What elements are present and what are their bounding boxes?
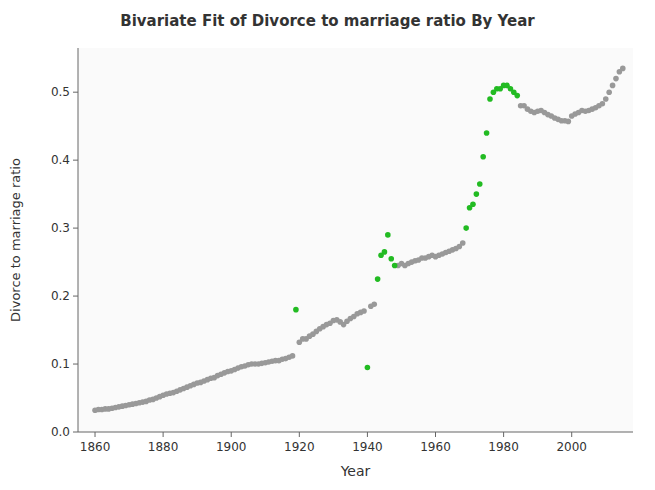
point	[610, 83, 616, 89]
point	[566, 119, 572, 125]
point	[388, 256, 394, 262]
series	[92, 66, 625, 413]
point	[382, 249, 388, 255]
point	[392, 263, 398, 269]
point	[371, 301, 377, 307]
point	[290, 353, 296, 359]
tick	[73, 432, 78, 433]
point	[613, 76, 619, 82]
point	[603, 96, 609, 102]
tick-label: 0.2	[51, 289, 70, 303]
tick	[435, 432, 436, 437]
point	[361, 308, 367, 314]
x-axis-label: Year	[340, 463, 371, 479]
tick-label: 0.3	[51, 221, 70, 235]
point	[470, 202, 476, 208]
point	[600, 101, 606, 107]
point	[514, 93, 520, 99]
y-axis-line	[78, 48, 79, 432]
tick-label: 1940	[352, 440, 383, 454]
tick	[231, 432, 232, 437]
tick	[95, 432, 96, 437]
point	[460, 240, 466, 246]
tick	[299, 432, 300, 437]
tick-label: 2000	[556, 440, 587, 454]
tick-label: 1960	[420, 440, 451, 454]
tick-label: 0.0	[51, 425, 70, 439]
point	[484, 130, 490, 136]
point	[474, 191, 480, 197]
x-axis-line	[78, 432, 633, 433]
tick-label: 1920	[284, 440, 315, 454]
tick	[73, 92, 78, 93]
point	[385, 232, 391, 238]
series	[293, 83, 520, 371]
tick-label: 1980	[488, 440, 519, 454]
point	[365, 365, 371, 371]
tick	[73, 228, 78, 229]
tick	[73, 296, 78, 297]
points	[92, 66, 625, 413]
tick	[503, 432, 504, 437]
point	[293, 307, 299, 313]
point	[620, 66, 626, 72]
point	[606, 89, 612, 95]
point	[487, 96, 493, 102]
axes: 1860 1880 1900 1920 1940 1960 1980 2000 0.0 0.1 0.…	[51, 48, 633, 454]
point	[480, 154, 486, 160]
tick	[367, 432, 368, 437]
y-axis-label: Divorce to marriage ratio	[8, 158, 23, 322]
tick-label: 0.5	[51, 85, 70, 99]
tick-label: 1860	[80, 440, 111, 454]
point	[375, 276, 381, 282]
chart: Bivariate Fit of Divorce to marriage rat…	[0, 0, 655, 490]
tick	[73, 364, 78, 365]
tick-label: 0.4	[51, 153, 70, 167]
tick	[163, 432, 164, 437]
title: Bivariate Fit of Divorce to marriage rat…	[120, 12, 535, 30]
point	[463, 225, 469, 231]
tick-label: 0.1	[51, 357, 70, 371]
tick-label: 1900	[216, 440, 247, 454]
tick	[571, 432, 572, 437]
point	[477, 181, 483, 187]
plot-area	[78, 48, 633, 432]
tick	[73, 160, 78, 161]
tick-label: 1880	[148, 440, 179, 454]
